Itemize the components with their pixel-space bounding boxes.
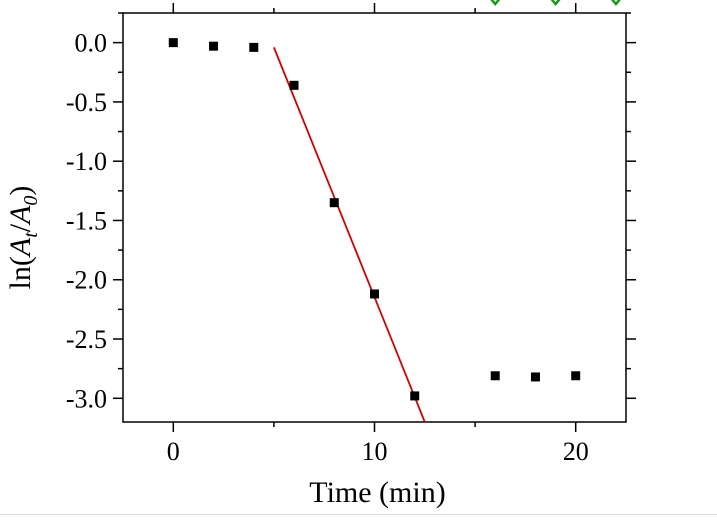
plot-frame <box>122 12 627 423</box>
y-tick-label: -2.0 <box>66 266 107 295</box>
partial-markers-group <box>490 0 621 6</box>
bottom-strip <box>0 514 717 521</box>
partial-marker <box>610 0 621 6</box>
y-axis-title-sub1: t <box>20 232 42 238</box>
y-tick-label: -1.0 <box>66 147 107 176</box>
data-points-group <box>168 38 581 401</box>
y-axis-title-var1: A <box>4 237 37 258</box>
data-point <box>168 38 178 48</box>
data-point <box>289 80 299 90</box>
partial-marker <box>550 0 561 6</box>
x-axis-title: Time (min) <box>309 476 445 509</box>
data-point <box>530 372 540 382</box>
y-tick-label: -3.0 <box>66 384 107 413</box>
y-axis-title: ln(At/A0) <box>4 186 42 290</box>
y-axis-title-prefix: ln( <box>4 256 37 289</box>
y-axis-title-var2: A <box>4 205 37 226</box>
data-point <box>209 41 219 51</box>
y-tick-label: -2.5 <box>66 325 107 354</box>
x-tick-label: 10 <box>362 437 388 466</box>
data-point <box>410 391 420 401</box>
y-tick-label: -1.5 <box>66 206 107 235</box>
data-point <box>490 371 500 381</box>
fit-line-group <box>273 47 426 423</box>
partial-marker <box>490 0 501 6</box>
y-axis-title-suffix: ) <box>4 186 37 196</box>
y-axis-title-sep: / <box>4 223 37 232</box>
fit-line <box>273 47 426 423</box>
data-point <box>571 371 581 381</box>
y-tick-label: -0.5 <box>66 88 107 117</box>
y-axis-title-sub2: 0 <box>20 196 42 206</box>
x-tick-label: 20 <box>563 437 589 466</box>
y-tick-label: 0.0 <box>75 29 108 58</box>
tick-labels-group: 0 10 20 0.0 -0.5 -1.0 -1.5 -2.0 -2.5 -3.0 <box>66 29 589 466</box>
data-point <box>329 198 339 208</box>
axis-ticks-group <box>113 3 636 432</box>
data-point <box>370 289 379 299</box>
x-tick-label: 0 <box>167 437 180 466</box>
data-point <box>249 42 259 52</box>
